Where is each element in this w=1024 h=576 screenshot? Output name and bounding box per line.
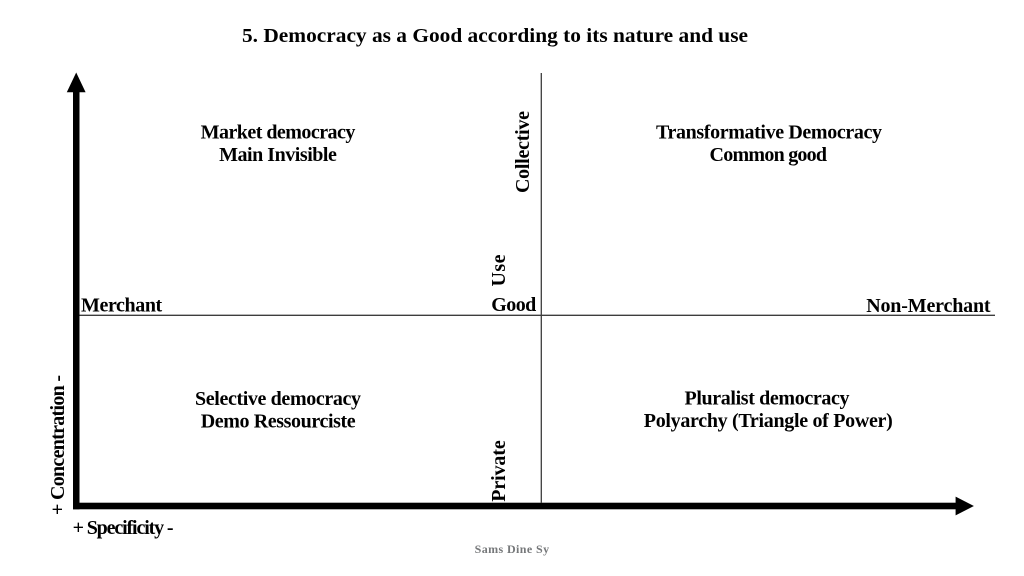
svg-text:Main Invisible: Main Invisible: [219, 144, 337, 166]
svg-text:Non-Merchant: Non-Merchant: [866, 295, 991, 317]
svg-text:Polyarchy (Triangle of Power): Polyarchy (Triangle of Power): [644, 410, 893, 432]
svg-text:Use: Use: [488, 254, 510, 286]
svg-text:Pluralist democracy: Pluralist democracy: [685, 388, 850, 410]
svg-text:+ Specificity -: + Specificity -: [73, 517, 174, 539]
svg-text:+ Concentration -: + Concentration -: [47, 375, 69, 515]
svg-text:Demo Ressourciste: Demo Ressourciste: [201, 410, 356, 432]
svg-text:Selective democracy: Selective democracy: [195, 388, 361, 410]
svg-text:Transformative Democracy: Transformative Democracy: [656, 122, 882, 144]
svg-text:Sams Dine Sy: Sams Dine Sy: [475, 542, 549, 556]
svg-text:Merchant: Merchant: [81, 294, 163, 316]
svg-text:5. Democracy as a Good accordi: 5. Democracy as a Good according to its …: [242, 25, 748, 47]
svg-text:Common good: Common good: [710, 144, 828, 166]
svg-text:Private: Private: [488, 440, 510, 502]
svg-text:Good: Good: [491, 294, 536, 316]
svg-text:Collective: Collective: [512, 111, 534, 193]
svg-text:Market democracy: Market democracy: [201, 122, 356, 144]
